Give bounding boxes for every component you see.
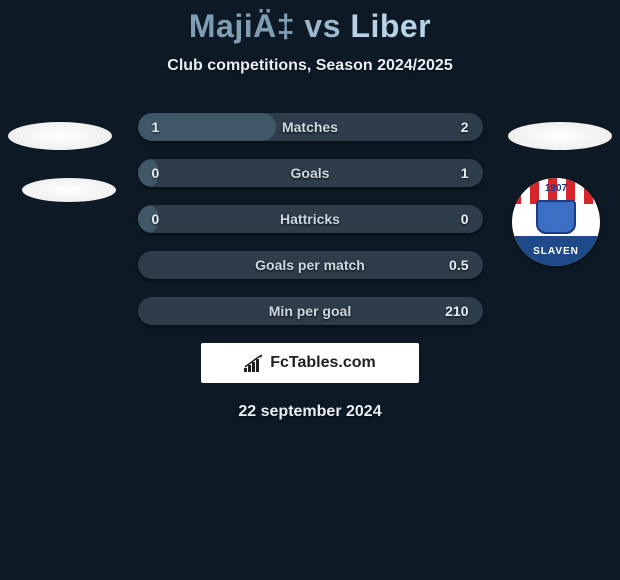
stat-label: Goals [138,165,483,181]
brand-box[interactable]: FcTables.com [201,343,419,383]
player2-name: Liber [350,8,431,44]
stat-right-value: 0 [461,211,469,227]
fctables-logo-icon [244,354,266,372]
stat-label: Hattricks [138,211,483,227]
stat-label: Matches [138,119,483,135]
date-text: 22 september 2024 [0,403,620,421]
stat-right-value: 1 [461,165,469,181]
stat-row: Goals per match0.5 [138,251,483,279]
stat-row: 1Matches2 [138,113,483,141]
vs-text: vs [304,8,341,44]
badge-shield-icon [536,200,576,234]
player1-name: MajiÄ‡ [189,8,295,44]
stat-right-value: 2 [461,119,469,135]
brand-text: FcTables.com [270,354,376,372]
comparison-widget: MajiÄ‡ vs Liber Club competitions, Seaso… [0,0,620,421]
badge-year: 1907 [512,183,600,194]
stat-right-value: 210 [445,303,468,319]
stat-label: Min per goal [138,303,483,319]
subtitle: Club competitions, Season 2024/2025 [0,57,620,75]
stat-right-value: 0.5 [449,257,468,273]
stat-row: 0Goals1 [138,159,483,187]
stat-row: Min per goal210 [138,297,483,325]
stat-row: 0Hattricks0 [138,205,483,233]
stats-area: 1Matches20Goals10Hattricks0Goals per mat… [0,113,620,325]
page-title: MajiÄ‡ vs Liber [0,8,620,45]
stat-label: Goals per match [138,257,483,273]
